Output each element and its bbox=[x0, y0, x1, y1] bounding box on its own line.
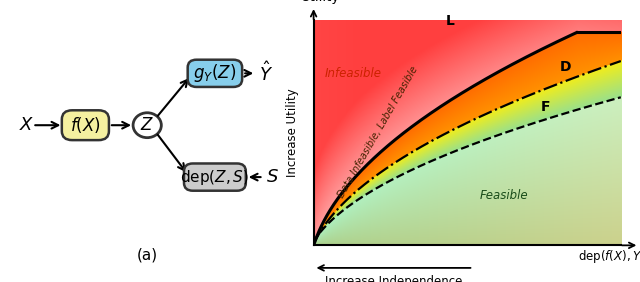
Text: Data Infeasible, Label Feasible: Data Infeasible, Label Feasible bbox=[336, 65, 420, 200]
Text: $S$: $S$ bbox=[266, 168, 279, 186]
Text: $\mathrm{dep}(Z, S)$: $\mathrm{dep}(Z, S)$ bbox=[180, 168, 250, 187]
Text: $\mathrm{dep}(f(X), Y)$: $\mathrm{dep}(f(X), Y)$ bbox=[579, 248, 640, 265]
Text: L: L bbox=[445, 14, 454, 28]
Text: Increase Utility: Increase Utility bbox=[285, 88, 299, 177]
Text: $g_Y(Z)$: $g_Y(Z)$ bbox=[193, 62, 236, 84]
Text: Infeasible: Infeasible bbox=[325, 67, 382, 80]
FancyBboxPatch shape bbox=[188, 60, 242, 87]
Text: Utility: Utility bbox=[301, 0, 340, 4]
Text: $X$: $X$ bbox=[19, 116, 34, 134]
Text: $f(X)$: $f(X)$ bbox=[70, 115, 100, 135]
FancyBboxPatch shape bbox=[62, 110, 109, 140]
Circle shape bbox=[133, 113, 161, 138]
Text: Feasible: Feasible bbox=[480, 189, 529, 202]
FancyBboxPatch shape bbox=[184, 164, 246, 191]
Text: F: F bbox=[541, 100, 550, 114]
Text: $Z$: $Z$ bbox=[140, 116, 154, 134]
Text: (a): (a) bbox=[136, 247, 158, 263]
Text: D: D bbox=[559, 60, 571, 74]
Text: $\hat{Y}$: $\hat{Y}$ bbox=[259, 61, 273, 85]
Text: Increase Independence: Increase Independence bbox=[324, 275, 462, 282]
